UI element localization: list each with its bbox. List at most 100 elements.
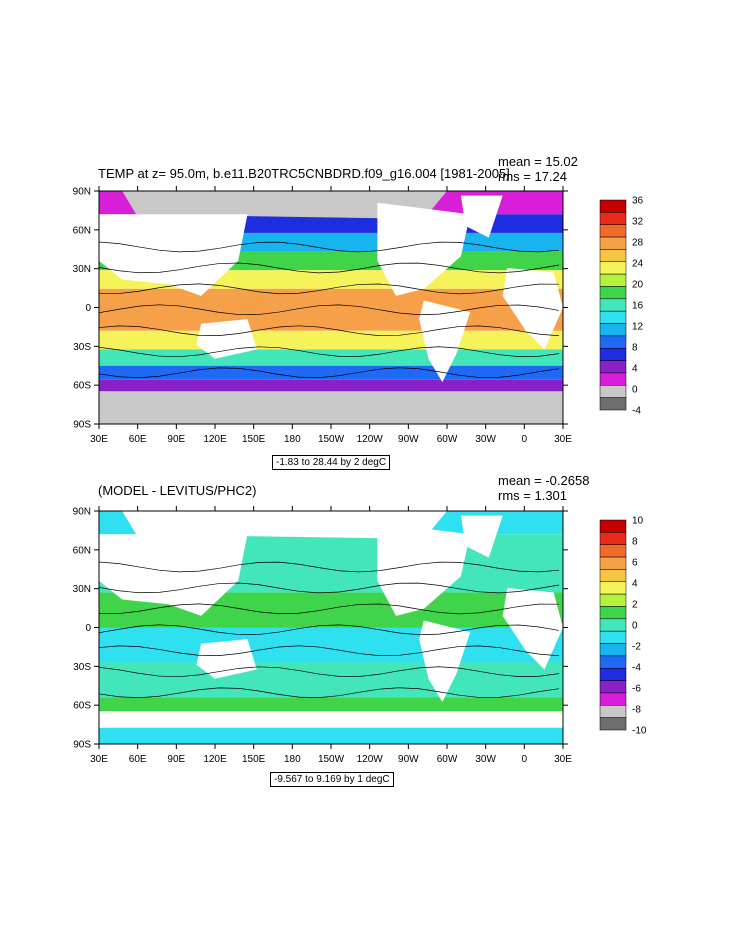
- colorbar-label: 6: [632, 558, 638, 569]
- difference-map: 90N 60N 30N 0 30S 60S 90S 30E 60E 90E 120E 150E 180 1…: [73, 506, 572, 765]
- lon-label: 60W: [437, 754, 458, 765]
- colorbar-label: -4: [632, 663, 641, 674]
- lon-label: 30E: [554, 754, 572, 765]
- colorbar-swatch: [599, 298, 627, 312]
- contour-line: [98, 561, 560, 573]
- colorbar-swatch: [599, 630, 627, 644]
- north-america: [377, 202, 471, 296]
- rms-label: rms = 17.24: [498, 169, 568, 184]
- lon-label: 150E: [242, 434, 266, 445]
- mean-label: mean = 15.02: [498, 154, 578, 169]
- colorbar-swatch: [599, 593, 627, 607]
- south-america: [419, 300, 471, 383]
- colorbar-label: 4: [632, 364, 638, 375]
- colorbar-swatch: [599, 199, 627, 213]
- lat-label: 90N: [73, 507, 91, 518]
- contour-line: [98, 624, 560, 636]
- ocean-band: [99, 349, 563, 366]
- lon-label: 150E: [242, 754, 266, 765]
- colorbar-swatch: [599, 643, 627, 657]
- lon-label: 90W: [398, 434, 419, 445]
- lon-label: 0: [522, 754, 528, 765]
- contour-line: [98, 304, 560, 316]
- lon-label: 120E: [203, 754, 227, 765]
- contour-line: [98, 645, 560, 657]
- temperature-map: 90N 60N 30N 0 30S 60S 90S 30E 60E 90E 120E 150E 180 1…: [73, 186, 572, 445]
- colorbar-swatch: [599, 569, 627, 583]
- lat-label: 90S: [73, 420, 91, 431]
- colorbar-label: 28: [632, 238, 644, 249]
- colorbar-label: 36: [632, 196, 644, 207]
- colorbar-label: -6: [632, 684, 641, 695]
- lat-label: 30S: [73, 662, 91, 673]
- lat-label: 0: [85, 623, 91, 634]
- contour-line: [98, 325, 560, 337]
- colorbar-swatch: [599, 347, 627, 361]
- eurasia: [99, 214, 248, 296]
- colorbar-swatch: [599, 519, 627, 533]
- colorbar-swatch: [599, 692, 627, 706]
- map-panel-difference: (MODEL - LEVITUS/PHC2) mean = -0.2658 rm…: [0, 470, 733, 800]
- colorbar-swatch: [599, 532, 627, 545]
- colorbar-swatch: [599, 310, 627, 324]
- colorbar-label: -10: [632, 726, 647, 737]
- ocean-band: [99, 627, 563, 663]
- contour-line: [98, 283, 560, 295]
- colorbar-label: -8: [632, 705, 641, 716]
- colorbar-label: -4: [632, 406, 641, 417]
- colorbar-label: 8: [632, 343, 638, 354]
- africa: [502, 267, 563, 350]
- arctic-ice: [122, 191, 447, 219]
- land-masses: [99, 511, 563, 728]
- lat-label: 90S: [73, 740, 91, 751]
- panel-title: TEMP at z= 95.0m, b.e11.B20TRC5CNBDRD.f0…: [98, 166, 510, 181]
- colorbar-label: 0: [632, 621, 638, 632]
- north-america: [377, 522, 471, 616]
- colorbar-swatch: [599, 236, 627, 250]
- colorbar-swatch: [599, 261, 627, 275]
- colorbar-label: 2: [632, 600, 638, 611]
- lat-label: 30N: [73, 264, 91, 275]
- lon-label: 150W: [318, 434, 345, 445]
- colorbar-label: 24: [632, 259, 644, 270]
- colorbar-label: 8: [632, 537, 638, 548]
- contour-line: [98, 666, 560, 678]
- colorbar-label: 4: [632, 579, 638, 590]
- contour-line: [98, 346, 560, 358]
- colorbar-swatch: [599, 581, 627, 595]
- colorbar-swatch: [599, 385, 627, 398]
- lon-label: 120W: [357, 434, 384, 445]
- mean-label: mean = -0.2658: [498, 473, 590, 488]
- lat-label: 30S: [73, 342, 91, 353]
- colorbar-swatch: [599, 249, 627, 263]
- lon-label: 60W: [437, 434, 458, 445]
- colorbar-swatch: [599, 397, 627, 411]
- colorbar-swatch: [599, 286, 627, 300]
- antarctica: [99, 711, 563, 728]
- south-america: [419, 620, 471, 703]
- colorbar-swatch: [599, 667, 627, 681]
- australia: [196, 319, 257, 359]
- contour-line: [98, 582, 560, 594]
- lon-label: 180: [284, 754, 301, 765]
- lon-label: 90W: [398, 754, 419, 765]
- contour-line: [98, 367, 560, 379]
- lat-label: 60S: [73, 701, 91, 712]
- colorbar-swatch: [599, 556, 627, 570]
- colorbar-label: -2: [632, 642, 641, 653]
- ocean-band: [99, 288, 563, 331]
- colorbar: 36 32 28 24 20 16 12 8 4 0 -4: [599, 196, 644, 417]
- colorbar-swatch: [599, 618, 627, 632]
- colorbar-label: 12: [632, 322, 644, 333]
- lon-label: 90E: [167, 754, 185, 765]
- lat-label: 60S: [73, 381, 91, 392]
- lon-label: 90E: [167, 434, 185, 445]
- contour-line: [98, 241, 560, 253]
- colorbar-swatch: [599, 655, 627, 669]
- lon-label: 180: [284, 434, 301, 445]
- lon-label: 120E: [203, 434, 227, 445]
- lat-label: 30N: [73, 584, 91, 595]
- colorbar-swatch: [599, 680, 627, 694]
- contour-lines: [98, 561, 560, 699]
- colorbar-label: 10: [632, 516, 644, 527]
